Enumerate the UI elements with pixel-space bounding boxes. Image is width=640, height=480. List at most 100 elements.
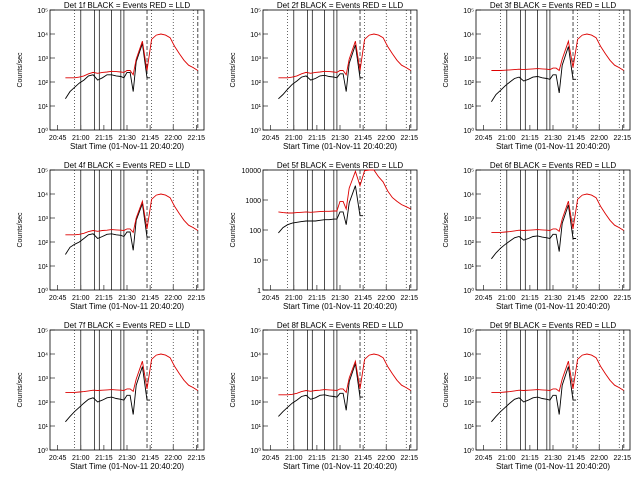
x-tick-label: 20:45 bbox=[475, 135, 493, 142]
chart-title: Det 5f BLACK = Events RED = LLD bbox=[277, 161, 404, 170]
lld-series-line bbox=[491, 193, 625, 233]
chart-title: Det 2f BLACK = Events RED = LLD bbox=[277, 1, 404, 10]
y-tick-label: 10⁴ bbox=[37, 192, 48, 199]
x-tick-label: 21:30 bbox=[118, 455, 136, 462]
x-axis-label: Start Time (01-Nov-11 20:40:20) bbox=[283, 462, 397, 471]
y-tick-label: 10⁰ bbox=[37, 287, 48, 295]
chart-panel-8: Det 8f BLACK = Events RED = LLD 10⁰ 10¹ 10²… bbox=[230, 321, 418, 471]
y-tick-label: 10⁰ bbox=[250, 127, 261, 135]
x-axis-label: Start Time (01-Nov-11 20:40:20) bbox=[70, 462, 184, 471]
x-tick-label: 20:45 bbox=[49, 455, 67, 462]
y-tick-label: 100 bbox=[249, 228, 261, 235]
y-axis-label: Counts/sec bbox=[17, 212, 24, 248]
x-tick-label: 22:15 bbox=[188, 455, 206, 462]
events-series-line bbox=[491, 366, 577, 423]
x-tick-label: 21:45 bbox=[141, 295, 159, 302]
y-tick-label: 10000 bbox=[242, 168, 262, 175]
events-series-line bbox=[65, 366, 151, 423]
y-tick-label: 10³ bbox=[38, 216, 49, 223]
plot-frame bbox=[49, 169, 205, 291]
x-tick-label: 21:30 bbox=[331, 295, 349, 302]
y-tick-label: 10³ bbox=[464, 216, 475, 223]
x-tick-label: 21:45 bbox=[354, 295, 372, 302]
y-tick-label: 10⁴ bbox=[37, 352, 48, 359]
y-tick-label: 10² bbox=[38, 80, 49, 87]
x-tick-label: 22:00 bbox=[377, 295, 395, 302]
chart-title: Det 6f BLACK = Events RED = LLD bbox=[490, 161, 617, 170]
x-tick-label: 21:00 bbox=[498, 295, 516, 302]
lld-series-line bbox=[278, 33, 412, 79]
x-tick-label: 22:15 bbox=[614, 295, 632, 302]
y-tick-label: 10⁴ bbox=[463, 352, 474, 359]
events-series-line bbox=[491, 204, 577, 260]
y-tick-label: 10⁵ bbox=[463, 328, 474, 335]
x-tick-label: 22:15 bbox=[401, 455, 419, 462]
x-tick-label: 22:00 bbox=[590, 295, 608, 302]
x-tick-label: 21:45 bbox=[567, 295, 585, 302]
y-tick-label: 10⁰ bbox=[463, 447, 474, 455]
x-tick-label: 22:00 bbox=[164, 455, 182, 462]
chart-title: Det 7f BLACK = Events RED = LLD bbox=[64, 321, 191, 330]
x-tick-label: 22:15 bbox=[614, 455, 632, 462]
x-tick-label: 21:45 bbox=[567, 135, 585, 142]
x-tick-label: 21:00 bbox=[285, 295, 303, 302]
chart-title: Det 3f BLACK = Events RED = LLD bbox=[490, 1, 617, 10]
y-tick-label: 10³ bbox=[251, 376, 262, 383]
lld-series-line bbox=[491, 353, 625, 393]
chart-title: Det 8f BLACK = Events RED = LLD bbox=[277, 321, 404, 330]
y-axis-label: Counts/sec bbox=[443, 372, 450, 408]
y-tick-label: 10⁴ bbox=[250, 352, 261, 359]
x-tick-label: 21:15 bbox=[308, 135, 326, 142]
x-tick-label: 21:30 bbox=[118, 295, 136, 302]
x-tick-label: 20:45 bbox=[49, 135, 67, 142]
y-tick-label: 1 bbox=[257, 288, 261, 295]
y-tick-label: 10¹ bbox=[251, 424, 262, 431]
x-tick-label: 20:45 bbox=[262, 295, 280, 302]
x-tick-label: 21:45 bbox=[141, 455, 159, 462]
x-tick-label: 21:45 bbox=[354, 455, 372, 462]
y-tick-label: 10² bbox=[464, 400, 475, 407]
events-series-line bbox=[278, 185, 364, 234]
y-tick-label: 10⁴ bbox=[37, 32, 48, 39]
chart-panel-5: Det 5f BLACK = Events RED = LLD 1 10 100 100… bbox=[230, 161, 418, 311]
chart-title: Det 4f BLACK = Events RED = LLD bbox=[64, 161, 191, 170]
chart-panel-7: Det 7f BLACK = Events RED = LLD 10⁰ 10¹ 10²… bbox=[17, 321, 205, 471]
x-tick-label: 21:30 bbox=[118, 135, 136, 142]
x-tick-label: 20:45 bbox=[475, 295, 493, 302]
y-axis-label: Counts/sec bbox=[17, 372, 24, 408]
y-tick-label: 10⁴ bbox=[250, 32, 261, 39]
y-tick-label: 10¹ bbox=[464, 424, 475, 431]
x-tick-label: 21:00 bbox=[285, 135, 303, 142]
events-series-line bbox=[65, 203, 151, 255]
x-tick-label: 21:15 bbox=[95, 135, 113, 142]
y-tick-label: 10⁵ bbox=[250, 328, 261, 335]
y-tick-label: 10³ bbox=[464, 376, 475, 383]
y-tick-label: 10⁰ bbox=[37, 127, 48, 135]
x-tick-label: 22:15 bbox=[401, 135, 419, 142]
x-tick-label: 21:45 bbox=[354, 135, 372, 142]
events-series-line bbox=[278, 44, 364, 100]
x-tick-label: 21:15 bbox=[521, 455, 539, 462]
x-tick-label: 21:45 bbox=[567, 455, 585, 462]
y-tick-label: 10⁴ bbox=[463, 192, 474, 199]
y-tick-label: 10⁵ bbox=[250, 8, 261, 15]
x-tick-label: 21:30 bbox=[544, 135, 562, 142]
y-tick-label: 10⁰ bbox=[37, 447, 48, 455]
x-tick-label: 21:00 bbox=[72, 295, 90, 302]
x-axis-label: Start Time (01-Nov-11 20:40:20) bbox=[496, 142, 610, 151]
events-series-line bbox=[278, 363, 364, 417]
y-tick-label: 10⁵ bbox=[37, 328, 48, 335]
x-tick-label: 22:00 bbox=[164, 295, 182, 302]
plot-frame bbox=[49, 329, 205, 451]
y-tick-label: 10⁵ bbox=[463, 8, 474, 15]
plot-frame bbox=[262, 9, 418, 131]
x-tick-label: 22:15 bbox=[401, 295, 419, 302]
chart-panel-1: Det 1f BLACK = Events RED = LLD 10⁰ 10¹ 10²… bbox=[17, 1, 205, 151]
x-tick-label: 20:45 bbox=[262, 135, 280, 142]
y-axis-label: Counts/sec bbox=[443, 52, 450, 88]
chart-panel-2: Det 2f BLACK = Events RED = LLD 10⁰ 10¹ 10²… bbox=[230, 1, 418, 151]
x-tick-label: 22:15 bbox=[614, 135, 632, 142]
x-axis-label: Start Time (01-Nov-11 20:40:20) bbox=[496, 302, 610, 311]
x-tick-label: 21:15 bbox=[521, 295, 539, 302]
